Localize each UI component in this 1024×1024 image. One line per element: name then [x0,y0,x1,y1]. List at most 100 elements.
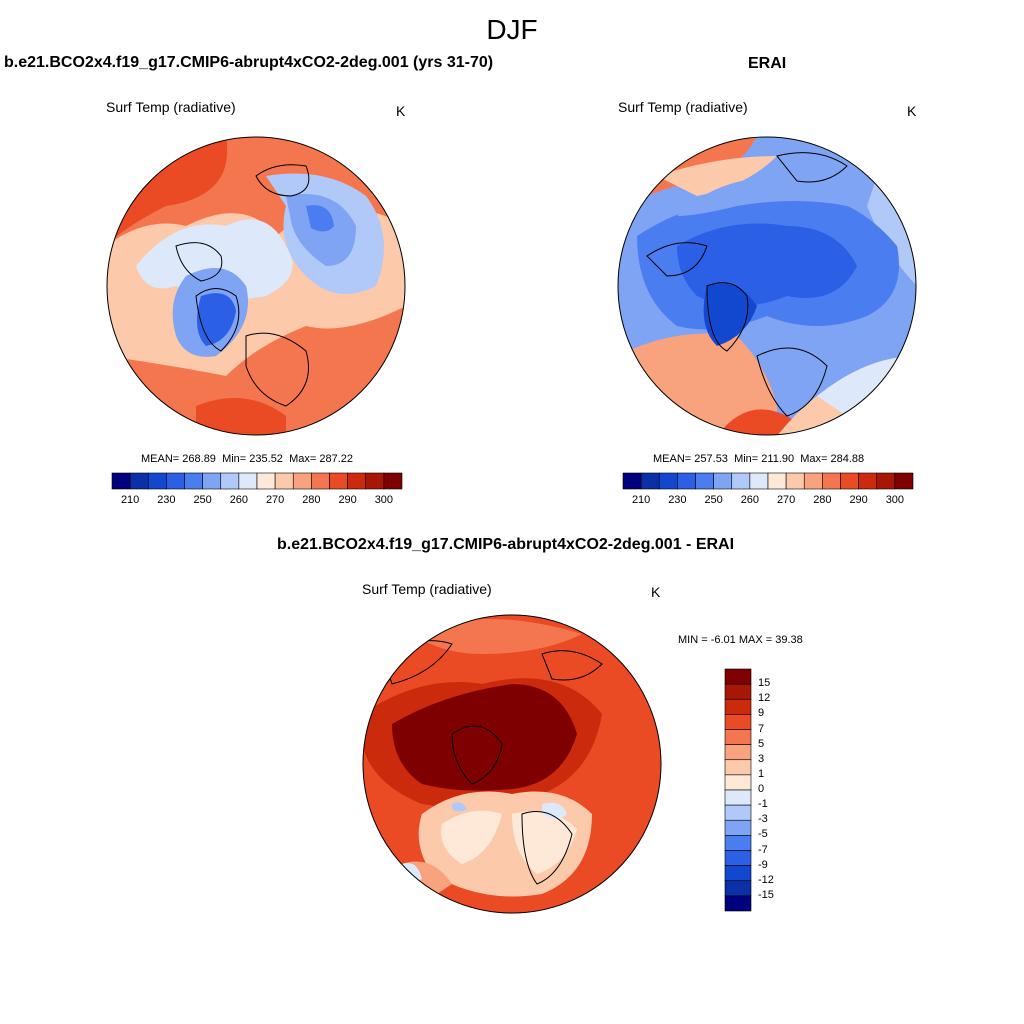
panel-obs-colorbar-box [876,472,896,490]
panel-model-colorbar-tick-label: 300 [374,494,394,506]
panel-obs-stats: MEAN= 257.53 Min= 211.90 Max= 284.88 [653,453,865,465]
panel-diff-colorbar-tick-label: 1 [758,767,765,780]
panel-diff-colorbar-tick-label: 9 [758,707,765,720]
panel-diff-colorbar-tick-label: 0 [758,783,765,795]
panel-obs-polar-map [617,136,917,436]
panel-model-colorbar-box [383,472,403,490]
panel-diff-colorbar-box [724,819,752,836]
panel-diff-colorbar-box [724,668,752,685]
panel-diff-colorbar-box [724,804,752,821]
panel-model-stats: MEAN= 268.89 Min= 235.52 Max= 287.22 [141,453,353,465]
panel-model-colorbar-box [220,472,240,490]
panel-obs-colorbar-box [803,472,823,490]
panel-diff-units: K [651,584,661,600]
panel-diff-colorbar-box [724,714,752,730]
panel-model-colorbar-tick-label: 270 [265,494,285,506]
panel-diff-colorbar-tick-label: 12 [758,692,771,705]
panel-model-colorbar-box [329,472,348,490]
panel-obs-colorbar-ticks: 210 230 250 260 270 280 290 300 [623,494,913,508]
panel-obs-colorbar-box [695,472,714,490]
panel-diff-stats: MIN = -6.01 MAX = 39.38 [678,634,803,646]
panel-model-colorbar-box [238,472,258,490]
panel-obs-units: K [907,103,917,119]
panel-model-colorbar-tick-label: 260 [229,494,249,506]
panel-obs-colorbar-box [858,472,878,490]
panel-diff-variable: Surf Temp (radiative) [362,581,492,597]
panel-obs-colorbar-tick-label: 250 [704,494,723,506]
panel-diff-polar-map [362,614,662,914]
panel-model-colorbar-box [202,472,222,490]
panel-obs-colorbar-box [622,472,642,490]
panel-model-colorbar-tick-label: 230 [157,494,176,506]
panel-diff-colorbar-box [724,698,752,715]
panel-model-colorbar [111,472,403,490]
panel-diff-colorbar-box [724,759,752,776]
panel-model-polar-map [106,136,406,436]
panel-obs-colorbar [622,472,914,490]
panel-model-colorbar-tick-label: 210 [120,494,140,506]
panel-model-colorbar-box [347,472,367,490]
panel-diff-colorbar-tick-label: -3 [758,813,768,826]
panel-diff-title: b.e21.BCO2x4.f19_g17.CMIP6-abrupt4xCO2-2… [277,536,735,553]
panel-diff-colorbar-tick-label: -5 [758,828,768,841]
panel-model-colorbar-box [147,472,167,490]
panel-model-colorbar-box [311,472,330,490]
panel-obs-colorbar-box [731,472,751,490]
panel-obs-colorbar-box [822,472,841,490]
panel-diff-colorbar-box [724,729,752,745]
panel-diff-colorbar-tick-label: -1 [758,798,768,811]
panel-obs-colorbar-tick-label: 300 [885,494,905,506]
panel-obs-colorbar-tick-label: 290 [849,494,868,506]
panel-diff-colorbar-box [724,774,752,791]
panel-obs-variable: Surf Temp (radiative) [618,99,748,115]
panel-model-colorbar-box [129,472,149,490]
panel-obs-colorbar-box [749,472,769,490]
panel-obs-colorbar-box [677,472,696,490]
panel-model-colorbar-box [274,472,294,490]
panel-obs-colorbar-box [658,472,678,490]
panel-obs-title: ERAI [748,55,787,72]
panel-diff-colorbar-tick-label: -7 [758,843,768,856]
panel-model-colorbar-ticks: 210 230 250 260 270 280 290 300 [112,494,402,508]
panel-obs-colorbar-tick-label: 260 [740,494,760,506]
panel-obs-colorbar-box [767,472,787,490]
panel-diff-colorbar-tick-label: 3 [758,752,765,765]
panel-diff-colorbar-tick-label: -12 [758,873,774,886]
panel-model-colorbar-tick-label: 290 [338,494,357,506]
panel-obs-colorbar-box [894,472,914,490]
panel-model-colorbar-box [111,472,131,490]
panel-diff-colorbar-tick-label: -9 [758,858,768,871]
panel-model-variable: Surf Temp (radiative) [106,99,236,115]
panel-diff-colorbar-ticks: 15 12 9 7 5 3 1 0 -1 -3 -5 -7 -9 -12 -15 [758,669,798,911]
panel-diff-colorbar-box [724,865,752,882]
panel-diff-colorbar-tick-label: 15 [758,677,771,690]
panel-model-colorbar-tick-label: 280 [302,494,321,506]
panel-model-units: K [396,103,406,119]
panel-diff-colorbar-box [724,850,752,866]
panel-diff-colorbar-box [724,880,752,897]
panel-obs-colorbar-box [840,472,859,490]
panel-diff-colorbar-box [724,835,752,851]
figure-title: DJF [486,14,538,45]
panel-model-title: b.e21.BCO2x4.f19_g17.CMIP6-abrupt4xCO2-2… [4,54,494,71]
panel-obs-colorbar-tick-label: 230 [668,494,687,506]
panel-model-colorbar-box [256,472,276,490]
panel-obs-colorbar-tick-label: 270 [776,494,796,506]
panel-diff-colorbar-tick-label: 5 [758,737,765,750]
panel-diff-colorbar-box [724,789,752,806]
panel-model-colorbar-box [166,472,185,490]
panel-model-colorbar-box [292,472,312,490]
panel-diff-colorbar-box [724,895,752,912]
panel-diff-colorbar-tick-label: -15 [758,888,774,901]
panel-model-colorbar-tick-label: 250 [193,494,212,506]
panel-model-colorbar-box [365,472,385,490]
panel-diff-colorbar-box [724,683,752,700]
panel-obs-colorbar-tick-label: 280 [813,494,832,506]
panel-diff-colorbar-box [724,744,752,761]
panel-obs-colorbar-box [713,472,733,490]
panel-model-colorbar-box [184,472,203,490]
panel-obs-colorbar-box [640,472,660,490]
panel-diff-colorbar [724,668,752,912]
panel-obs-colorbar-box [785,472,805,490]
panel-obs-colorbar-tick-label: 210 [631,494,651,506]
